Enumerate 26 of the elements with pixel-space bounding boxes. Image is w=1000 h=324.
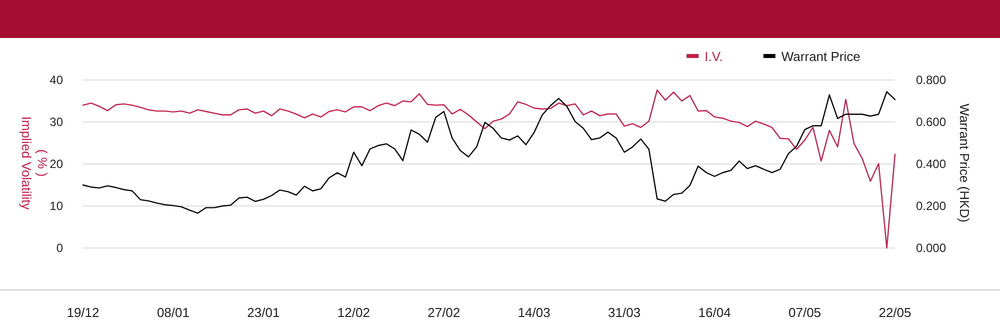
y-tick-label: 10 xyxy=(50,199,64,213)
x-tick-label: 07/05 xyxy=(788,305,822,320)
y2-tick-label: 0.000 xyxy=(916,241,946,255)
legend-label: I.V. xyxy=(704,49,723,64)
y-tick-label: 40 xyxy=(50,73,64,87)
y-tick-label: 0 xyxy=(56,241,64,255)
line-series xyxy=(82,89,896,249)
line-series xyxy=(82,91,896,214)
x-tick-label: 16/04 xyxy=(698,305,731,320)
y2-tick-label: 0.400 xyxy=(916,157,946,171)
y2-tick-label: 0.200 xyxy=(916,199,946,213)
y-axis-title: Implied Volatility ( % ) xyxy=(19,116,50,210)
x-tick-label: 31/03 xyxy=(608,305,641,320)
x-tick-label: 08/01 xyxy=(156,305,190,320)
legend-label: Warrant Price xyxy=(781,49,860,64)
x-tick-label: 19/12 xyxy=(66,305,100,320)
y2-tick-label: 0.600 xyxy=(916,115,946,129)
x-tick-label: 22/05 xyxy=(878,305,912,320)
y-tick-label: 20 xyxy=(50,157,64,171)
x-tick-label: 27/02 xyxy=(428,305,460,320)
x-tick-label: 23/01 xyxy=(247,305,280,320)
x-tick-label: 12/02 xyxy=(337,305,370,320)
y2-axis-title: Warrant Price (HKD) xyxy=(957,104,972,222)
x-tick-label: 14/03 xyxy=(518,305,550,320)
y-tick-label: 30 xyxy=(50,115,64,129)
y2-tick-label: 0.800 xyxy=(916,73,946,87)
